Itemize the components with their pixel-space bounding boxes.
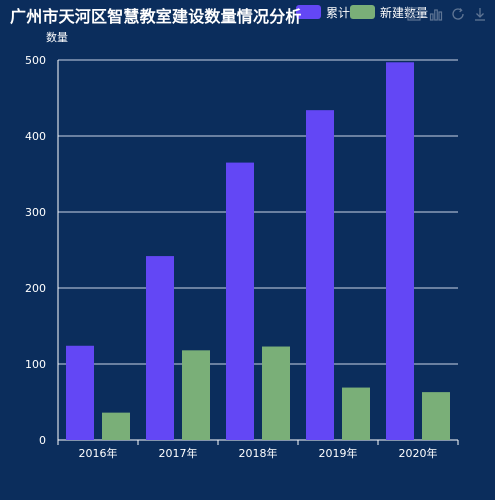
y-tick-label: 200 (25, 282, 46, 295)
legend-label-new: 新建数量 (380, 5, 429, 20)
bar-chart-switch-icon[interactable] (428, 6, 444, 22)
chart-title: 广州市天河区智慧教室建设数量情况分析 (10, 7, 302, 26)
data-view-icon[interactable] (406, 6, 422, 22)
x-tick-label: 2017年 (159, 446, 198, 460)
y-axis-label: 数量 (46, 31, 68, 44)
right-edge (495, 0, 500, 500)
bar-cumulative (226, 162, 254, 440)
legend-item-new[interactable]: 新建数量 (350, 3, 428, 21)
bar-new (422, 392, 450, 440)
legend-swatch-new (350, 5, 375, 19)
bar-cumulative (386, 62, 414, 440)
chart-toolbox (406, 6, 496, 24)
bar-new (182, 350, 210, 440)
y-tick-label: 400 (25, 130, 46, 143)
bar-new (262, 346, 290, 440)
x-tick-label: 2018年 (239, 446, 278, 460)
bar-cumulative (66, 345, 94, 440)
refresh-icon[interactable] (450, 6, 466, 22)
bar-new (102, 412, 130, 440)
x-tick-label: 2019年 (319, 446, 358, 460)
bar-new (342, 387, 370, 440)
y-tick-label: 100 (25, 358, 46, 371)
y-tick-label: 300 (25, 206, 46, 219)
legend-swatch-cumulative (296, 5, 321, 19)
x-tick-label: 2016年 (79, 446, 118, 460)
y-tick-label: 500 (25, 54, 46, 67)
bar-cumulative (306, 110, 334, 440)
x-tick-label: 2020年 (399, 446, 438, 460)
y-tick-label: 0 (39, 434, 46, 447)
download-icon[interactable] (472, 6, 488, 22)
bar-cumulative (146, 256, 174, 440)
